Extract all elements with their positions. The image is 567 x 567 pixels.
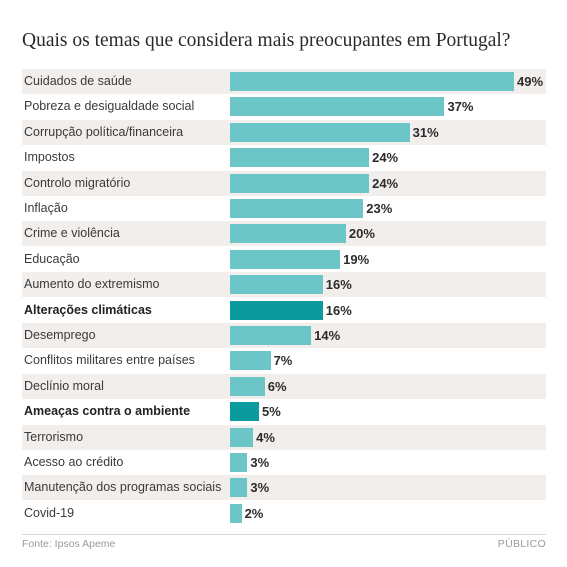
bar xyxy=(230,249,341,269)
value-label: 49% xyxy=(517,74,544,89)
chart-title: Quais os temas que considera mais preocu… xyxy=(22,30,511,51)
chart-row: Impostos 24% xyxy=(22,145,546,170)
category-label: Conflitos militares entre países xyxy=(24,353,195,368)
category-label: Desemprego xyxy=(24,328,96,342)
category-label: Corrupção política/financeira xyxy=(24,124,184,139)
bar xyxy=(230,300,323,320)
category-label: Educação xyxy=(24,251,80,266)
value-label: 6% xyxy=(267,378,287,394)
value-label: 16% xyxy=(325,277,352,293)
chart-row: Terrorismo 4% xyxy=(22,424,546,450)
category-label: Aumento do extremismo xyxy=(24,277,160,292)
chart-row: Inflação 23% xyxy=(22,196,546,221)
category-label: Acesso ao crédito xyxy=(24,455,124,469)
bar xyxy=(230,122,410,142)
bar-chart: Cuidados de saúde 49% Pobreza e desigualda… xyxy=(22,69,546,526)
chart-row: Desemprego 14% xyxy=(22,323,546,348)
chart-row: Manutenção dos programas sociais 3% xyxy=(22,475,546,501)
chart-row: Declínio moral 6% xyxy=(22,373,546,399)
category-label: Inflação xyxy=(24,201,68,215)
chart-row: Pobreza e desigualdade social 37% xyxy=(22,94,546,119)
chart-row: Crime e violência 20% xyxy=(22,221,546,247)
value-label: 2% xyxy=(244,505,264,521)
value-label: 7% xyxy=(273,353,293,369)
value-label: 20% xyxy=(348,226,375,242)
category-label: Controlo migratório xyxy=(24,175,131,190)
value-label: 24% xyxy=(372,150,399,166)
value-label: 14% xyxy=(314,328,341,343)
bar xyxy=(230,478,248,498)
value-label: 3% xyxy=(250,455,270,470)
chart-row: Alterações climáticas 16% xyxy=(22,298,546,323)
publisher-logo-text: PÚBLICO xyxy=(497,538,546,550)
bar xyxy=(230,173,370,193)
bar xyxy=(230,275,323,295)
bar xyxy=(230,453,248,472)
bar xyxy=(230,72,514,91)
category-label: Impostos xyxy=(24,150,75,165)
chart-row: Covid-19 2% xyxy=(22,501,546,526)
bar xyxy=(230,402,259,422)
bar xyxy=(230,199,364,218)
value-label: 37% xyxy=(447,99,474,115)
category-label: Manutenção dos programas sociais xyxy=(24,480,222,495)
chart-row: Educação 19% xyxy=(22,247,546,272)
value-label: 19% xyxy=(343,251,370,267)
chart-row: Conflitos militares entre países 7% xyxy=(22,348,546,373)
bar xyxy=(230,326,312,345)
category-label: Terrorismo xyxy=(24,429,84,444)
category-label: Covid-19 xyxy=(24,505,75,520)
bar xyxy=(230,224,346,244)
value-label: 5% xyxy=(261,404,281,420)
chart-row: Ameaças contra o ambiente 5% xyxy=(22,399,546,424)
value-label: 23% xyxy=(366,201,393,216)
chart-row: Corrupção política/financeira 31% xyxy=(22,119,546,145)
category-label: Crime e violência xyxy=(24,226,120,241)
bar xyxy=(230,351,271,371)
value-label: 4% xyxy=(256,429,275,445)
chart-row: Cuidados de saúde 49% xyxy=(22,69,546,94)
bar xyxy=(230,427,254,447)
category-label: Pobreza e desigualdade social xyxy=(24,99,195,114)
value-label: 3% xyxy=(250,480,270,496)
bar xyxy=(230,376,265,396)
bar xyxy=(230,503,242,523)
category-label: Ameaças contra o ambiente xyxy=(24,404,191,419)
footer-divider xyxy=(22,534,546,535)
chart-row: Controlo migratório 24% xyxy=(22,170,546,196)
value-label: 24% xyxy=(372,175,399,191)
category-label: Declínio moral xyxy=(24,378,104,393)
category-label: Alterações climáticas xyxy=(24,302,152,317)
source-note: Fonte: Ipsos Apeme xyxy=(22,538,116,550)
value-label: 16% xyxy=(325,302,352,318)
chart-row: Aumento do extremismo 16% xyxy=(22,272,546,298)
value-label: 31% xyxy=(412,124,439,140)
category-label: Cuidados de saúde xyxy=(24,74,132,88)
bar xyxy=(230,148,370,168)
chart-row: Acesso ao crédito 3% xyxy=(22,450,546,475)
bar xyxy=(230,97,445,117)
